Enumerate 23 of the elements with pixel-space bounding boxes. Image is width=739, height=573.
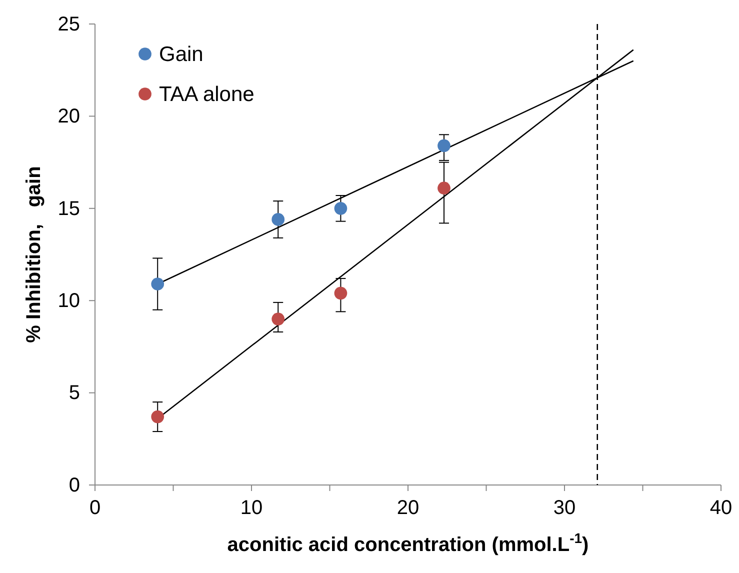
point bbox=[334, 202, 348, 215]
y-tick-label: 5 bbox=[68, 382, 80, 404]
y-axis-title: % Inhibition, gain bbox=[23, 166, 45, 343]
y-tick-label: 0 bbox=[68, 474, 80, 496]
legend-label: Gain bbox=[159, 43, 204, 66]
y-tick-label: 25 bbox=[58, 13, 80, 36]
y-tick-label: 10 bbox=[58, 290, 80, 312]
x-tick-label: 40 bbox=[710, 497, 732, 519]
point bbox=[151, 410, 164, 424]
point bbox=[272, 312, 285, 326]
x-axis-title: aconitic acid concentration (mmol.L$^{-1}$) bbox=[227, 530, 589, 556]
x-tick-label: 30 bbox=[553, 497, 576, 519]
point bbox=[334, 286, 348, 300]
x-tick-label: 10 bbox=[240, 497, 263, 519]
x-tick-label: 0 bbox=[89, 497, 101, 519]
y-tick-label: 15 bbox=[58, 198, 80, 220]
point bbox=[151, 278, 164, 290]
point bbox=[438, 182, 450, 195]
y-tick-label: 20 bbox=[58, 106, 80, 128]
legend-label: TAA alone bbox=[159, 83, 254, 106]
x-tick-label: 20 bbox=[396, 497, 420, 519]
point bbox=[438, 139, 450, 152]
point bbox=[272, 213, 285, 226]
